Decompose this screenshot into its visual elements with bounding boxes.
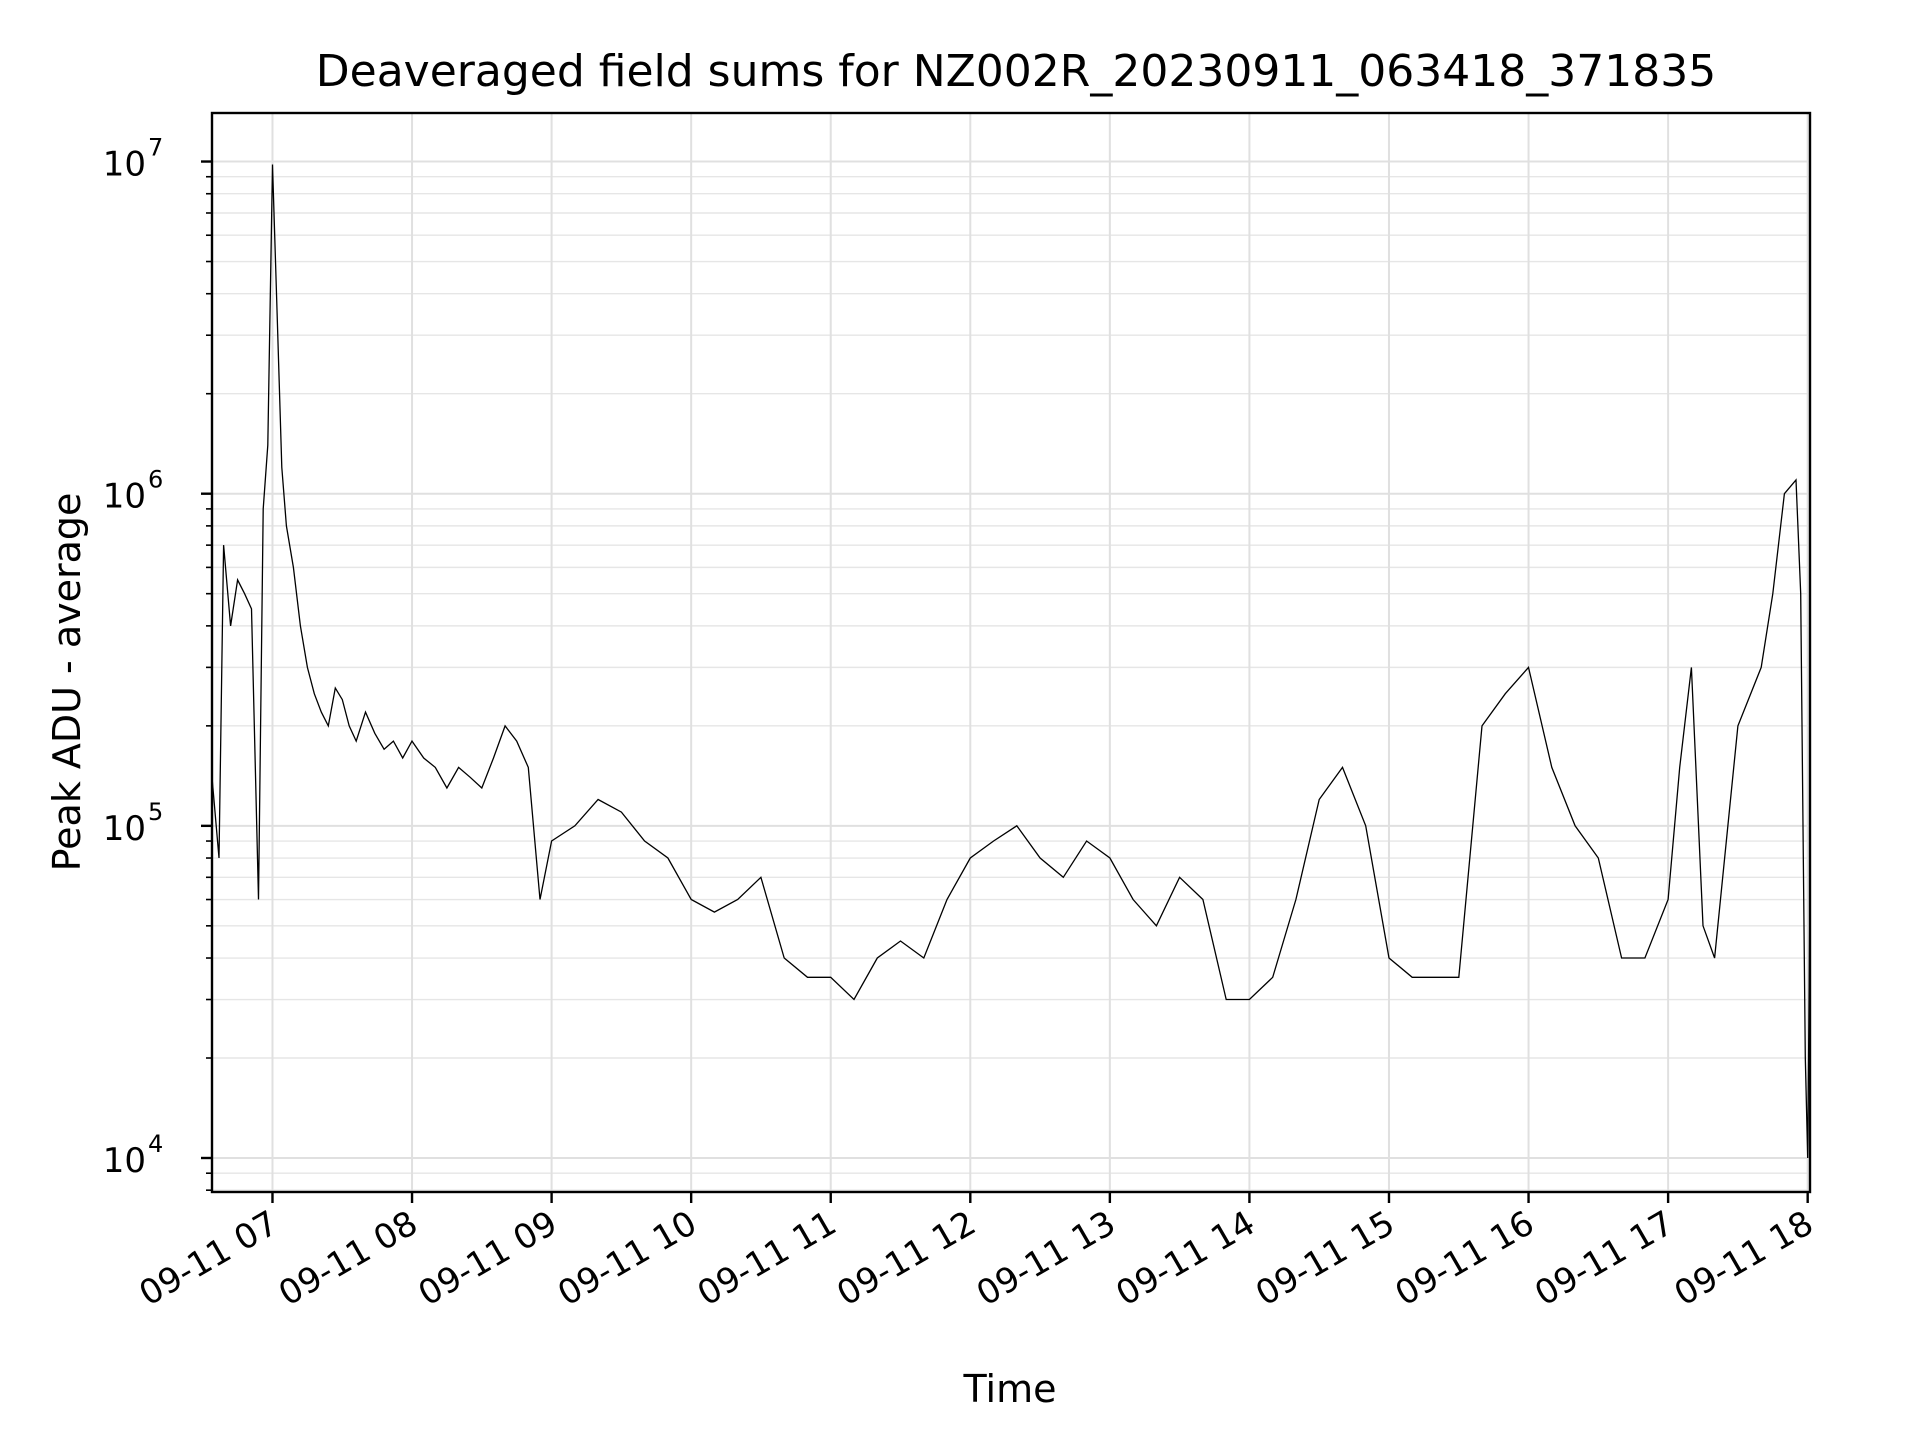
y-tick-label-exponent: 4: [148, 1130, 163, 1158]
chart-title: Deaveraged field sums for NZ002R_2023091…: [316, 46, 1716, 97]
major-gridlines: [212, 113, 1810, 1192]
x-axis-label: Time: [963, 1367, 1057, 1411]
minor-gridlines: [212, 176, 1810, 1191]
plot-area: [211, 164, 1811, 1159]
y-tick-label: 10: [103, 809, 146, 849]
series-line: [211, 164, 1811, 1159]
y-tick-label: 10: [103, 1141, 146, 1181]
y-tick-label: 10: [103, 477, 146, 517]
axes-frame: [210, 111, 1812, 1194]
y-tick-label-exponent: 7: [148, 134, 163, 162]
y-axis-label: Peak ADU - average: [45, 493, 89, 872]
y-tick-label-exponent: 6: [148, 466, 163, 494]
y-tick-label: 10: [103, 145, 146, 185]
y-tick-label-exponent: 5: [148, 798, 163, 826]
